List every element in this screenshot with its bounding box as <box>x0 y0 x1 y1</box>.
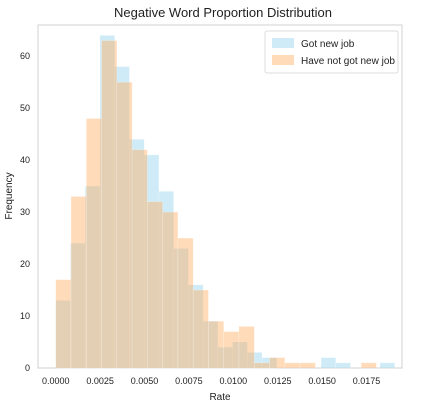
histogram-bar-series-1-bin-3 <box>101 40 118 369</box>
histogram-bar-series-1-bin-11 <box>223 331 240 369</box>
x-tick-label: 0.0175 <box>353 376 381 386</box>
histogram-bar-series-1-bin-8 <box>177 237 194 369</box>
histogram-bar-series-1-bin-12 <box>238 326 255 369</box>
x-tick-label: 0.0050 <box>131 376 159 386</box>
histogram-bar-series-0-bin-10 <box>202 320 219 369</box>
histogram-bar-series-0-bin-12 <box>232 341 248 369</box>
y-tick-label: 10 <box>20 311 30 321</box>
legend-label-have-not-got-new-job: Have not got new job <box>301 56 395 67</box>
histogram-bar-series-1-bin-20 <box>360 362 377 369</box>
x-tick-label: 0.0025 <box>86 376 114 386</box>
histogram-bar-series-0-bin-2 <box>84 185 101 369</box>
histogram-bar-series-0-bin-19 <box>335 362 351 369</box>
histogram-bar-series-0-bin-9 <box>188 284 204 369</box>
legend: Got new job Have not got new job <box>264 30 399 74</box>
x-tick-label: 0.0125 <box>264 376 292 386</box>
legend-box <box>264 30 399 74</box>
histogram-bar-series-0-bin-18 <box>320 357 337 369</box>
y-tick-label: 0 <box>25 363 30 373</box>
histogram-bar-series-0-bin-8 <box>173 248 189 369</box>
y-tick-label: 60 <box>20 51 30 61</box>
histogram-bar-series-0-bin-6 <box>143 154 160 369</box>
histogram-bar-series-1-bin-10 <box>208 320 225 369</box>
y-tick-label: 50 <box>20 103 30 113</box>
x-tick-label: 0.0000 <box>42 376 70 386</box>
histogram-bar-series-0-bin-4 <box>114 66 130 369</box>
legend-swatch-have-not-got-new-job <box>272 55 294 65</box>
histogram-bar-series-1-bin-15 <box>284 362 301 369</box>
histogram-bar-series-0-bin-7 <box>158 191 174 369</box>
histogram-bar-series-1-bin-2 <box>85 118 102 369</box>
histogram-bar-series-0-bin-14 <box>261 357 278 369</box>
x-axis-label: Rate <box>209 392 231 403</box>
histogram-bar-series-1-bin-7 <box>162 211 179 369</box>
histogram-bar-series-0-bin-11 <box>217 346 233 369</box>
y-tick-label: 40 <box>20 155 30 165</box>
x-tick-label: 0.0150 <box>308 376 336 386</box>
x-axis-ticks: 0.0000 0.0025 0.0050 0.0075 0.0100 0.0125 0.01… <box>42 376 380 386</box>
y-tick-label: 20 <box>20 259 30 269</box>
histogram-bar-series-1-bin-13 <box>253 362 270 369</box>
histogram-bars <box>55 35 396 369</box>
histogram-bar-series-0-bin-5 <box>129 139 145 369</box>
y-axis-label: Frequency <box>4 172 15 219</box>
plot-area <box>37 24 403 369</box>
histogram-bar-series-1-bin-14 <box>269 357 286 369</box>
histogram-bar-series-0-bin-3 <box>99 35 116 369</box>
chart-title: Negative Word Proportion Distribution <box>114 5 332 20</box>
histogram-bar-series-1-bin-9 <box>192 289 209 369</box>
histogram-bar-series-1-bin-5 <box>131 149 148 369</box>
histogram-bar-series-1-bin-0 <box>55 279 72 369</box>
histogram-bar-series-1-bin-4 <box>116 81 133 369</box>
histogram-bar-series-1-bin-1 <box>70 196 87 369</box>
histogram-bar-series-0-bin-1 <box>70 242 86 369</box>
histogram-bar-series-0-bin-22 <box>379 362 396 369</box>
y-axis-ticks: 0 10 20 30 40 50 60 <box>20 51 30 373</box>
x-tick-label: 0.0100 <box>220 376 248 386</box>
legend-label-got-new-job: Got new job <box>301 39 355 50</box>
y-tick-label: 30 <box>20 207 30 217</box>
histogram-bar-series-0-bin-0 <box>55 300 71 369</box>
x-tick-label: 0.0075 <box>175 376 203 386</box>
histogram-bar-series-1-bin-16 <box>299 362 316 369</box>
histogram-bar-series-1-bin-6 <box>147 201 163 369</box>
histogram-bar-series-0-bin-13 <box>247 352 263 369</box>
legend-swatch-got-new-job <box>272 38 294 48</box>
